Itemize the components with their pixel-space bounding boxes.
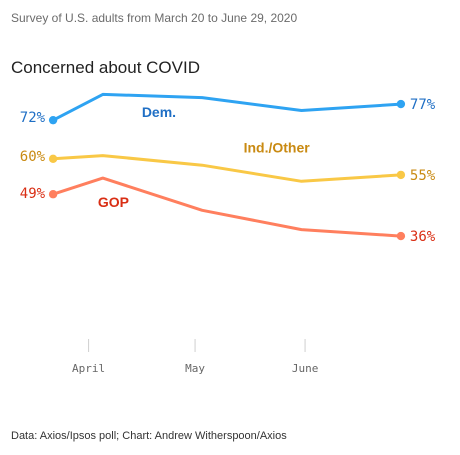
series-line-ind-other: [51, 154, 403, 183]
series-layer: [48, 92, 406, 241]
series-line-dem: [51, 92, 403, 122]
x-axis: April May June: [72, 339, 318, 375]
end-label-gop: 36%: [410, 229, 436, 245]
label-layer: 72% 77% Dem. 60% 55% Ind./Other 49% 36% GOP: [20, 97, 436, 245]
series-label-ind-other: Ind./Other: [244, 139, 311, 155]
chart-subtitle: Survey of U.S. adults from March 20 to J…: [11, 11, 298, 25]
start-label-dem: 72%: [20, 110, 46, 126]
chart-source: Data: Axios/Ipsos poll; Chart: Andrew Wi…: [11, 430, 287, 442]
x-tick-label-may: May: [185, 362, 205, 375]
start-point-dem: [48, 115, 58, 125]
series-label-dem: Dem.: [142, 104, 176, 120]
end-label-dem: 77%: [410, 97, 436, 113]
start-label-ind-other: 60%: [20, 149, 46, 165]
x-tick-label-june: June: [292, 362, 319, 375]
series-label-gop: GOP: [98, 194, 129, 210]
series-line-gop: [51, 176, 403, 238]
end-point-gop: [396, 231, 406, 241]
chart-title: Concerned about COVID: [11, 58, 200, 77]
start-point-ind-other: [48, 154, 58, 163]
x-tick-label-april: April: [72, 362, 105, 375]
end-point-ind-other: [396, 170, 406, 180]
start-label-gop: 49%: [20, 186, 46, 202]
start-point-gop: [48, 190, 58, 199]
end-label-ind-other: 55%: [410, 168, 436, 184]
end-point-dem: [396, 99, 406, 109]
